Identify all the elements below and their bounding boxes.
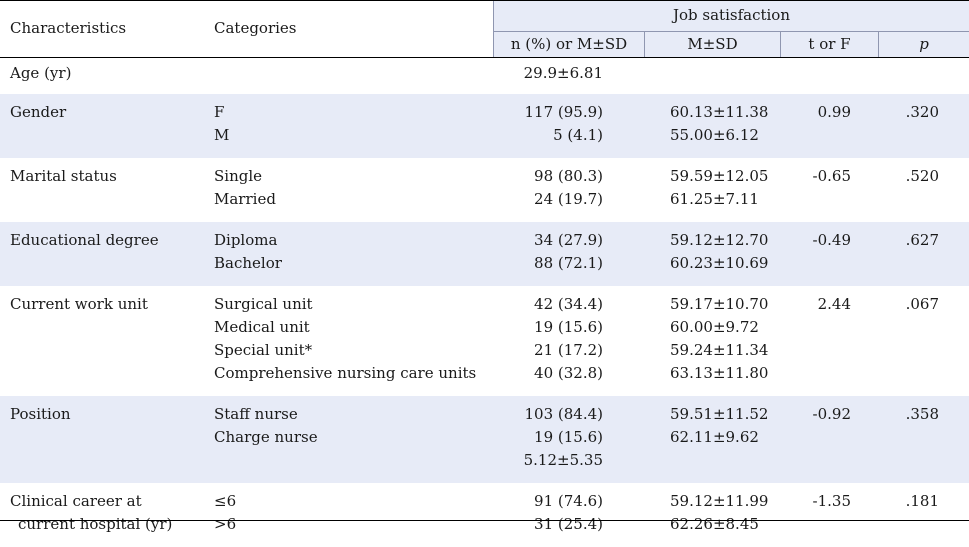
cell-category: Single [214, 167, 263, 185]
cell-n-percent: 5 (4.1) [553, 126, 603, 144]
cell-n-percent: 117 (95.9) [524, 103, 603, 121]
header-bottom-rule [0, 57, 969, 58]
cell-mean-sd: 59.51±11.52 [670, 405, 769, 423]
cell-category: Comprehensive nursing care units [214, 364, 477, 382]
header-subcolumn-band [494, 31, 969, 57]
cell-category: Staff nurse [214, 405, 298, 423]
header-n-percent: n (%) or M±SD [510, 35, 628, 53]
cell-n-percent: 42 (34.4) [534, 295, 603, 313]
cell-category: ≤6 [214, 492, 237, 510]
table-row: Gender F M 117 (95.9) 5 (4.1) 60.13±11.38 55.0… [0, 94, 969, 158]
cell-t-or-f: -1.35 [812, 492, 851, 510]
cell-characteristic: Clinical career at [10, 492, 142, 510]
cell-category: Diploma [214, 231, 278, 249]
table-row: Age (yr) 29.9±6.81 [0, 58, 969, 88]
header-p: p [919, 35, 929, 53]
cell-t-or-f: -0.49 [812, 231, 851, 249]
table-row: Current work unit Surgical unit Medical un… [0, 286, 969, 396]
cell-characteristic-cont: current hospital (yr) [18, 515, 173, 533]
cell-mean-sd: 55.00±6.12 [670, 126, 759, 144]
cell-mean-sd: 60.13±11.38 [670, 103, 769, 121]
header-characteristics: Characteristics [10, 19, 127, 37]
header-categories: Categories [214, 19, 297, 37]
cell-p-value: .627 [905, 231, 939, 249]
cell-category: M [214, 126, 230, 144]
cell-mean-sd: 61.25±7.11 [670, 190, 759, 208]
header-mean-sd: M±SD [687, 35, 738, 53]
cell-t-or-f: 2.44 [817, 295, 851, 313]
top-rule [0, 0, 969, 1]
cell-mean-sd: 60.00±9.72 [670, 318, 759, 336]
cell-p-value: .358 [905, 405, 939, 423]
cell-n-percent: 29.9±6.81 [523, 64, 603, 82]
cell-category: F [214, 103, 225, 121]
cell-mean-sd: 62.26±8.45 [670, 515, 759, 533]
cell-n-percent: 21 (17.2) [534, 341, 603, 359]
cell-characteristic: Age (yr) [10, 64, 72, 82]
cell-characteristic: Position [10, 405, 71, 423]
data-table: Characteristics Categories Job satisfact… [0, 0, 969, 533]
cell-category: Bachelor [214, 254, 282, 272]
cell-category: Surgical unit [214, 295, 313, 313]
cell-characteristic: Educational degree [10, 231, 159, 249]
cell-p-value: .520 [905, 167, 939, 185]
cell-characteristic: Marital status [10, 167, 117, 185]
cell-n-percent: 19 (15.6) [534, 428, 603, 446]
cell-t-or-f: -0.92 [812, 405, 851, 423]
cell-n-percent: 88 (72.1) [534, 254, 603, 272]
header-separator [780, 31, 781, 57]
cell-mean-sd: 59.17±10.70 [670, 295, 769, 313]
cell-mean-sd: 59.24±11.34 [670, 341, 769, 359]
header-separator [493, 0, 494, 57]
table-row: Educational degree Diploma Bachelor 34 (27.… [0, 222, 969, 286]
cell-p-value: .320 [905, 103, 939, 121]
cell-n-percent: 19 (15.6) [534, 318, 603, 336]
table-row: Clinical career at current hospital (yr) ≤… [0, 483, 969, 547]
cell-n-percent: 24 (19.7) [534, 190, 603, 208]
cell-n-percent: 34 (27.9) [534, 231, 603, 249]
cell-n-percent: 31 (25.4) [534, 515, 603, 533]
cell-t-or-f: -0.65 [812, 167, 851, 185]
cell-category: Special unit* [214, 341, 313, 359]
table-row: Position Staff nurse Charge nurse 103 (84.4… [0, 396, 969, 483]
cell-category: >6 [214, 515, 237, 533]
header-group-band [494, 0, 969, 31]
cell-p-value: .067 [905, 295, 939, 313]
cell-p-value: .181 [905, 492, 939, 510]
bottom-rule [0, 520, 969, 521]
cell-category: Medical unit [214, 318, 310, 336]
cell-mean-sd: 63.13±11.80 [670, 364, 769, 382]
cell-mean-sd: 60.23±10.69 [670, 254, 769, 272]
header-separator [878, 31, 879, 57]
cell-mean-sd: 59.12±11.99 [670, 492, 769, 510]
header-job-satisfaction: Job satisfaction [673, 6, 790, 24]
cell-n-percent: 98 (80.3) [534, 167, 603, 185]
cell-category: Charge nurse [214, 428, 318, 446]
header-t-or-f: t or F [808, 35, 851, 53]
header-separator [644, 31, 645, 57]
table-row: Marital status Single Married 98 (80.3) 24 (… [0, 158, 969, 222]
header-subrule [494, 31, 969, 32]
cell-characteristic: Current work unit [10, 295, 148, 313]
cell-mean-sd: 62.11±9.62 [670, 428, 759, 446]
cell-t-or-f: 0.99 [817, 103, 851, 121]
cell-characteristic: Gender [10, 103, 67, 121]
cell-mean-sd: 59.59±12.05 [670, 167, 769, 185]
cell-n-percent: 91 (74.6) [534, 492, 603, 510]
cell-mean-sd: 59.12±12.70 [670, 231, 769, 249]
cell-n-percent: 103 (84.4) [524, 405, 603, 423]
cell-n-percent: 5.12±5.35 [523, 451, 603, 469]
cell-n-percent: 40 (32.8) [534, 364, 603, 382]
cell-category: Married [214, 190, 276, 208]
